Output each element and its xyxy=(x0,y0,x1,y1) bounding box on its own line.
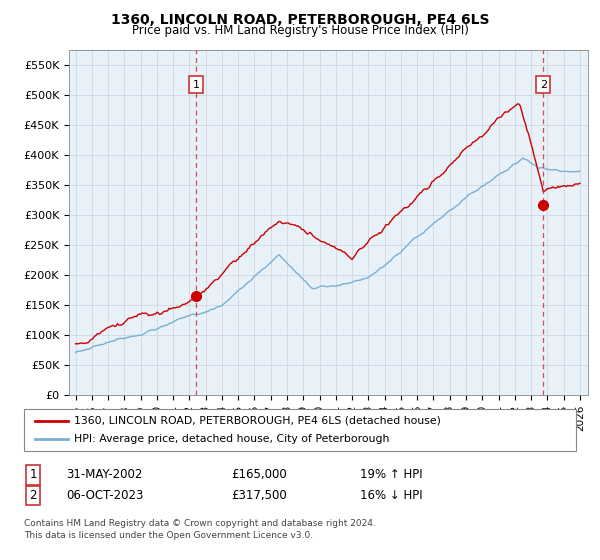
Text: 2: 2 xyxy=(539,80,547,90)
Text: 16% ↓ HPI: 16% ↓ HPI xyxy=(360,489,422,502)
Text: £165,000: £165,000 xyxy=(231,468,287,482)
Text: Contains HM Land Registry data © Crown copyright and database right 2024.: Contains HM Land Registry data © Crown c… xyxy=(24,519,376,528)
Text: 1: 1 xyxy=(29,468,37,482)
Text: HPI: Average price, detached house, City of Peterborough: HPI: Average price, detached house, City… xyxy=(74,434,389,444)
Text: This data is licensed under the Open Government Licence v3.0.: This data is licensed under the Open Gov… xyxy=(24,531,313,540)
Text: Price paid vs. HM Land Registry's House Price Index (HPI): Price paid vs. HM Land Registry's House … xyxy=(131,24,469,36)
Text: 1360, LINCOLN ROAD, PETERBOROUGH, PE4 6LS: 1360, LINCOLN ROAD, PETERBOROUGH, PE4 6L… xyxy=(111,13,489,27)
Text: 2: 2 xyxy=(29,489,37,502)
Text: 06-OCT-2023: 06-OCT-2023 xyxy=(66,489,143,502)
Text: £317,500: £317,500 xyxy=(231,489,287,502)
Text: 1: 1 xyxy=(193,80,200,90)
Text: 31-MAY-2002: 31-MAY-2002 xyxy=(66,468,142,482)
Text: 19% ↑ HPI: 19% ↑ HPI xyxy=(360,468,422,482)
FancyBboxPatch shape xyxy=(24,409,576,451)
Text: 1360, LINCOLN ROAD, PETERBOROUGH, PE4 6LS (detached house): 1360, LINCOLN ROAD, PETERBOROUGH, PE4 6L… xyxy=(74,416,440,426)
